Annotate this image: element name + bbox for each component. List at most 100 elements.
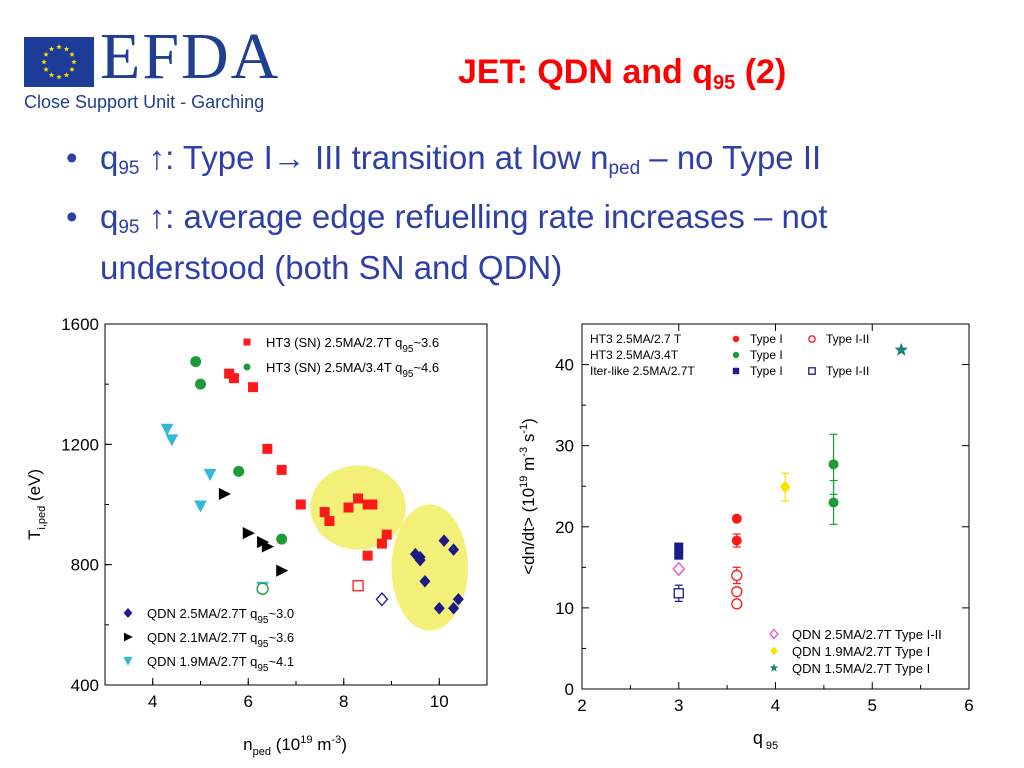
series-0-point	[324, 516, 335, 527]
eu-flag-icon	[24, 37, 94, 87]
highlight-ellipse	[310, 465, 406, 550]
title-subscript: 95	[713, 72, 736, 94]
data-point	[674, 542, 684, 552]
series-0-point	[319, 507, 330, 518]
legend-label: QDN 1.5MA/2.7T Type I	[792, 661, 930, 676]
eu-star-icon	[48, 46, 55, 52]
data-point	[779, 480, 791, 494]
legend-label: Type I	[750, 332, 783, 346]
x-tick-label: 8	[339, 692, 348, 711]
series-3-point	[242, 527, 255, 540]
series-2-point	[452, 593, 464, 606]
bullet-q: q	[100, 139, 119, 176]
y-tick-label: 20	[555, 518, 574, 537]
bullet-text-a: : average edge refuelling rate increases…	[100, 198, 828, 286]
eu-star-icon	[69, 51, 75, 57]
bullet-text-b: III transition at low n	[305, 139, 609, 176]
legend-label: QDN 1.9MA/2.7T Type I	[792, 644, 930, 659]
title-main: JET: QDN and q	[458, 53, 714, 91]
data-point	[828, 497, 839, 508]
series-0-point	[228, 373, 239, 384]
logo-subtitle: Close Support Unit - Garching	[24, 92, 265, 112]
series-0-point	[295, 499, 306, 510]
legend-label: HT3 2.5MA/2.7 T	[590, 332, 682, 346]
data-point	[731, 569, 743, 582]
up-arrow-icon: ↑	[148, 198, 166, 235]
y-tick-label: 800	[71, 556, 99, 575]
series-4-point	[194, 500, 207, 513]
y-tick-label: 0	[565, 680, 574, 699]
series-0-point	[248, 382, 259, 393]
legend-marker	[123, 608, 133, 618]
series-1-point	[276, 533, 288, 545]
series-1-point	[190, 356, 202, 368]
slide-header: EFDA Close Support Unit - Garching JET: …	[0, 0, 1024, 125]
legend-label: QDN 2.5MA/2.7T q95~3.0	[147, 606, 294, 626]
eu-star-icon	[48, 72, 55, 78]
x-tick-label: 6	[244, 692, 253, 711]
eu-star-icon	[43, 51, 49, 57]
series-0-point	[376, 538, 387, 549]
series-0-point	[343, 502, 354, 513]
series-2-point	[419, 574, 431, 588]
x-tick-label: 5	[868, 696, 877, 715]
y-tick-label: 10	[555, 599, 574, 618]
bullet-text-a: : Type I	[165, 139, 273, 176]
data-point	[672, 561, 686, 577]
data-point	[731, 513, 742, 524]
bullet-text-c: – no Type II	[640, 139, 822, 176]
series-1-point	[233, 465, 245, 477]
title-tail: (2)	[735, 53, 787, 91]
series-0-point	[362, 550, 373, 561]
legend-marker	[808, 335, 816, 343]
legend-label: Type I	[750, 364, 783, 378]
legend-marker	[769, 663, 779, 672]
legend-label: QDN 2.1MA/2.7T q95~3.6	[147, 630, 294, 650]
data-point	[674, 550, 684, 560]
legend-marker	[732, 351, 740, 359]
x-tick-label: 3	[674, 696, 683, 715]
legend-label: QDN 1.9MA/2.7T q95~4.1	[147, 654, 294, 674]
data-point	[828, 459, 839, 470]
bullet-dot: •	[66, 139, 78, 176]
series-3-point	[261, 540, 274, 553]
legend-label: Type I-II	[826, 332, 869, 346]
series-0-point	[262, 443, 273, 454]
series-2-point	[438, 534, 450, 547]
x-tick-label: 2	[577, 696, 586, 715]
y-tick-label: 1600	[61, 315, 99, 334]
legend-marker	[124, 632, 133, 642]
series-2-point	[433, 602, 445, 615]
efda-logo-text: EFDA	[100, 20, 281, 93]
eu-star-icon	[71, 59, 77, 65]
x-tick-label: 4	[771, 696, 780, 715]
open-point	[375, 592, 389, 607]
eu-star-icon	[56, 44, 62, 50]
eu-star-icon	[56, 74, 62, 80]
y-tick-label: 40	[555, 356, 574, 375]
x-tick-label: 6	[964, 696, 973, 715]
legend-marker	[732, 367, 740, 375]
eu-star-icon	[43, 66, 49, 72]
data-point	[731, 535, 742, 546]
legend-label: HT3 (SN) 2.5MA/2.7T q95~3.6	[266, 335, 439, 355]
bullet-n-subscript: ped	[608, 158, 641, 179]
legend-marker	[808, 367, 816, 375]
series-3-point	[218, 487, 231, 501]
refuelling-rate-chart: 2 3 4 5 6 0 10 20 30 40 q 95 <dn/dt> (1019 m-3 s-1)…	[518, 323, 974, 752]
legend-label: HT3 (SN) 2.5MA/3.4T q95~4.6	[266, 360, 439, 380]
bullet-q: q	[100, 198, 119, 235]
legend-label: Type I	[750, 348, 783, 362]
x-axis-label: nped (1019 m-3)	[243, 734, 347, 758]
open-point	[352, 580, 364, 592]
series-0-point	[353, 493, 364, 504]
y-axis-label: <dn/dt> (1019 m-3 s-1)	[518, 418, 538, 575]
series-4-point	[160, 423, 174, 436]
bullet-q-subscript: 95	[118, 217, 140, 238]
y-tick-label: 30	[555, 437, 574, 456]
bullet-item-2: • q95 ↑: average edge refuelling rate in…	[66, 197, 966, 288]
series-2-point	[409, 547, 421, 561]
data-point	[673, 588, 684, 599]
series-4-point	[203, 468, 217, 482]
series-0-point	[276, 464, 287, 475]
